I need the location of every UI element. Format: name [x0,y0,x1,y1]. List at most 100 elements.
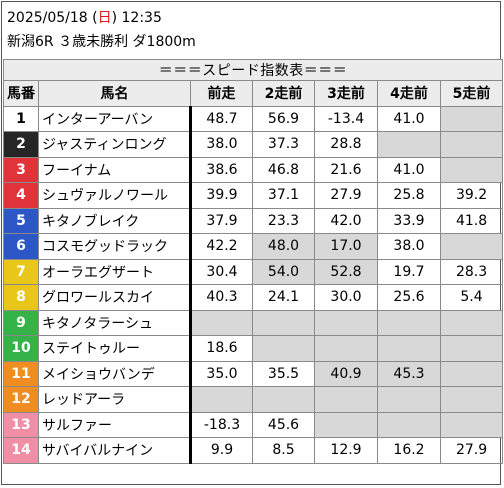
col-header-race4: 4走前 [377,80,441,107]
speed-index-race2: 8.5 [252,437,315,464]
speed-index-race3: 40.9 [314,360,378,387]
horse-number: 5 [3,207,39,234]
speed-index-race1: 42.2 [190,233,253,260]
speed-index-race5 [439,131,504,158]
speed-index-race4 [377,131,441,158]
speed-index-race3: 12.9 [314,437,378,464]
speed-index-race1: 38.0 [190,131,253,158]
horse-name: オーラエグザート [38,258,192,285]
speed-index-race3 [314,309,378,336]
col-header-race2: 2走前 [252,80,315,107]
table-row: 4 シュヴァルノワール 39.9 37.1 27.9 25.8 39.2 [3,182,504,209]
speed-index-race4: 19.7 [377,258,441,285]
speed-index-race3: -13.4 [314,105,378,132]
horse-number: 3 [3,156,39,183]
speed-index-race2: 46.8 [252,156,315,183]
speed-index-race3: 30.0 [314,284,378,311]
horse-number: 1 [3,105,39,132]
horse-name: ジャスティンロング [38,131,192,158]
speed-index-race4 [377,411,441,438]
table-row: 3 フーイナム 38.6 46.8 21.6 41.0 [3,156,504,183]
speed-index-table: ＝＝＝スピード指数表＝＝＝ 馬番 馬名 前走 2走前 3走前 4走前 5走前 1… [2,59,504,464]
speed-index-race3: 28.8 [314,131,378,158]
speed-index-race4: 16.2 [377,437,441,464]
horse-number: 11 [3,360,39,387]
speed-index-race3 [314,386,378,413]
table-row: 14 サバイバルナイン 9.9 8.5 12.9 16.2 27.9 [3,437,504,464]
table-row: 11 メイショウバンデ 35.0 35.5 40.9 45.3 [3,360,504,387]
table-row: 9 キタノタラーシュ [3,309,504,336]
horse-number: 7 [3,258,39,285]
horse-name: フーイナム [38,156,192,183]
speed-index-race4: 41.0 [377,156,441,183]
speed-index-race3 [314,411,378,438]
speed-index-race3 [314,335,378,362]
col-header-race5: 5走前 [439,80,504,107]
weekday: 日 [97,10,112,26]
speed-index-race2: 48.0 [252,233,315,260]
horse-name: キタノタラーシュ [38,309,192,336]
speed-index-race3: 42.0 [314,207,378,234]
horse-number: 13 [3,411,39,438]
horse-number: 2 [3,131,39,158]
speed-index-race5: 27.9 [439,437,504,464]
speed-index-race4: 38.0 [377,233,441,260]
horse-number: 12 [3,386,39,413]
speed-index-race4 [377,386,441,413]
speed-index-race2: 37.3 [252,131,315,158]
table-row: 2 ジャスティンロング 38.0 37.3 28.8 [3,131,504,158]
speed-index-race2 [252,335,315,362]
horse-name: ステイトゥルー [38,335,192,362]
speed-index-race4: 25.8 [377,182,441,209]
horse-name: インターアーバン [38,105,192,132]
speed-index-race5 [439,386,504,413]
speed-index-race5: 28.3 [439,258,504,285]
speed-index-race2: 37.1 [252,182,315,209]
speed-index-race1: 48.7 [190,105,253,132]
speed-index-race2: 56.9 [252,105,315,132]
speed-index-race4: 45.3 [377,360,441,387]
horse-name: コスモグッドラック [38,233,192,260]
horse-number: 6 [3,233,39,260]
horse-name: キタノブレイク [38,207,192,234]
speed-index-race1: 35.0 [190,360,253,387]
table-row: 6 コスモグッドラック 42.2 48.0 17.0 38.0 [3,233,504,260]
race-title: 新潟6R ３歳未勝利 ダ1800m [7,34,196,50]
speed-index-race1: 9.9 [190,437,253,464]
speed-index-race5 [439,411,504,438]
speed-index-race2: 45.6 [252,411,315,438]
speed-index-race5 [439,360,504,387]
speed-index-race1: 40.3 [190,284,253,311]
speed-index-race1 [190,309,253,336]
col-header-name: 馬名 [38,80,191,107]
speed-index-race2: 54.0 [252,258,315,285]
horse-number: 9 [3,309,39,336]
speed-index-race5 [439,105,504,132]
speed-index-race4 [377,309,441,336]
speed-index-race1: 30.4 [190,258,253,285]
speed-index-race5: 39.2 [439,182,504,209]
horse-name: シュヴァルノワール [38,182,192,209]
speed-index-race2 [252,309,315,336]
table-row: 1 インターアーバン 48.7 56.9 -13.4 41.0 [3,105,504,132]
table-row: 5 キタノブレイク 37.9 23.3 42.0 33.9 41.8 [3,207,504,234]
race-datetime: 2025/05/18 (日) 12:35 [7,10,162,26]
col-header-race3: 3走前 [314,80,378,107]
table-row: 10 ステイトゥルー 18.6 [3,335,504,362]
speed-index-race4: 25.6 [377,284,441,311]
speed-index-race3: 21.6 [314,156,378,183]
horse-name: レッドアーラ [38,386,192,413]
speed-index-race2 [252,386,315,413]
horse-name: メイショウバンデ [38,360,192,387]
horse-number: 4 [3,182,39,209]
speed-index-race5: 41.8 [439,207,504,234]
horse-number: 10 [3,335,39,362]
table-banner: ＝＝＝スピード指数表＝＝＝ [2,59,504,81]
speed-index-race5 [439,335,504,362]
speed-index-race2: 23.3 [252,207,315,234]
speed-index-race1: -18.3 [190,411,253,438]
speed-index-race4: 33.9 [377,207,441,234]
speed-index-race3: 27.9 [314,182,378,209]
speed-index-race3: 17.0 [314,233,378,260]
